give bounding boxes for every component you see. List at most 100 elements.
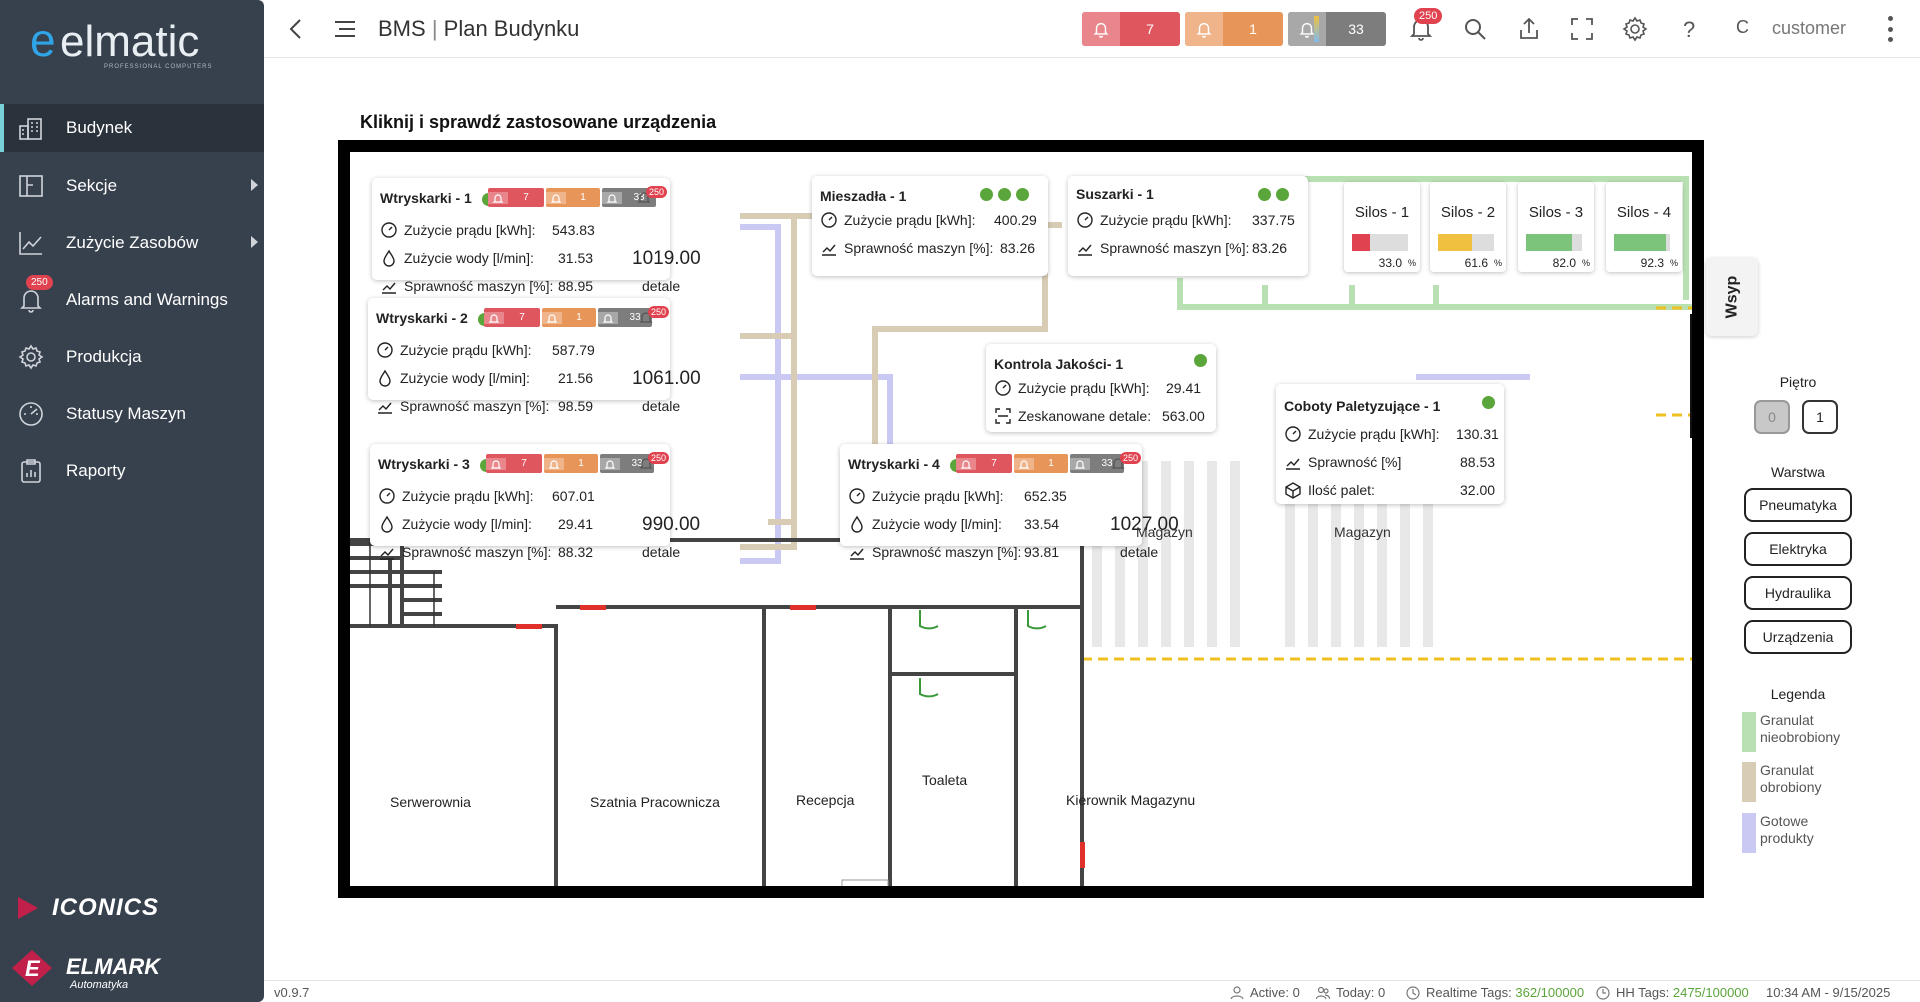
wtryskarki-3-card[interactable]: Wtryskarki - 3 7 1 33 250 Zużycie prądu … bbox=[370, 444, 700, 560]
details-link[interactable]: detale bbox=[642, 544, 681, 560]
kontrola-jakosci-card[interactable]: Kontrola Jakości- 1 Zużycie prądu [kWh]:… bbox=[986, 344, 1216, 432]
silo-level-bar bbox=[1352, 234, 1408, 251]
layer-elektryka-button[interactable]: Elektryka bbox=[1744, 532, 1852, 566]
warning-mini[interactable]: 1 bbox=[544, 454, 598, 473]
floor-1-button[interactable]: 1 bbox=[1802, 400, 1838, 434]
today-users: Today: 0 bbox=[1316, 985, 1385, 1000]
sidebar-item-label: Sekcje bbox=[66, 176, 118, 195]
sidebar: e elmatic PROFESSIONAL COMPUTERS Budynek… bbox=[0, 0, 264, 1002]
power-icon bbox=[380, 221, 398, 239]
version-label: v0.9.7 bbox=[274, 985, 310, 1000]
info-mini[interactable]: 33 bbox=[598, 308, 652, 327]
wtryskarki-2-card[interactable]: Wtryskarki - 2 7 1 33 250 Zużycie prądu … bbox=[368, 298, 701, 414]
efficiency-value: 88.95 bbox=[558, 278, 594, 294]
status-dot bbox=[1258, 188, 1271, 201]
clock-icon bbox=[1406, 985, 1420, 1000]
plan-title: Kliknij i sprawdź zastosowane urządzenia bbox=[360, 112, 717, 132]
legend-item: Granulat nieobrobiony bbox=[1742, 712, 1856, 752]
room-recepcja[interactable]: Recepcja bbox=[796, 792, 855, 808]
silos-4[interactable]: Silos - 4 92.3% bbox=[1606, 182, 1682, 272]
water-value: 21.56 bbox=[558, 370, 594, 386]
status-dot bbox=[1276, 188, 1289, 201]
status-footer: v0.9.7 Active: 0 Today: 0 Realtime Tags:… bbox=[264, 980, 1920, 1002]
back-button[interactable] bbox=[282, 14, 312, 44]
gate bbox=[1690, 314, 1692, 438]
wtryskarki-1-card[interactable]: Wtryskarki - 1 7 1 33 250 Zużycie prądu … bbox=[372, 178, 701, 294]
users-icon bbox=[1316, 986, 1330, 999]
critical-alarm-pill[interactable]: 7 bbox=[1082, 12, 1180, 46]
layer-hydraulika-button[interactable]: Hydraulika bbox=[1744, 576, 1852, 610]
building-icon bbox=[16, 113, 46, 143]
silos-2[interactable]: Silos - 2 61.6% bbox=[1430, 182, 1506, 272]
layer-pneumatyka-button[interactable]: Pneumatyka bbox=[1744, 488, 1852, 522]
user-avatar[interactable]: C bbox=[1736, 17, 1749, 37]
share-button[interactable] bbox=[1514, 14, 1544, 44]
warning-alarm-pill[interactable]: 1 bbox=[1185, 12, 1283, 46]
critical-mini[interactable]: 7 bbox=[486, 454, 542, 473]
warehouse-racks bbox=[1092, 461, 1433, 647]
details-link[interactable]: detale bbox=[642, 398, 681, 414]
sidebar-item-zuzycie[interactable]: Zużycie Zasobów bbox=[0, 219, 264, 267]
power-value: 543.83 bbox=[552, 222, 595, 238]
critical-mini[interactable]: 7 bbox=[488, 188, 544, 207]
search-button[interactable] bbox=[1460, 14, 1490, 44]
svg-text:PROFESSIONAL COMPUTERS: PROFESSIONAL COMPUTERS bbox=[104, 64, 212, 70]
layer-urzadzenia-button[interactable]: Urządzenia bbox=[1744, 620, 1852, 654]
room-szatnia[interactable]: Szatnia Pracownicza bbox=[590, 794, 720, 810]
chevron-right-icon bbox=[251, 179, 258, 191]
floor-0-button[interactable]: 0 bbox=[1754, 400, 1790, 434]
efficiency-icon bbox=[378, 543, 396, 561]
sidebar-item-sekcje[interactable]: Sekcje bbox=[0, 162, 264, 210]
warning-mini[interactable]: 1 bbox=[546, 188, 600, 207]
fullscreen-button[interactable] bbox=[1567, 14, 1597, 44]
building-plan: Wtryskarki - 1 7 1 33 250 Zużycie prądu … bbox=[338, 140, 1704, 898]
svg-text:Automatyka: Automatyka bbox=[69, 979, 128, 991]
history-icon bbox=[1596, 985, 1610, 1000]
sidebar-item-raporty[interactable]: Raporty bbox=[0, 447, 264, 495]
critical-mini[interactable]: 7 bbox=[956, 454, 1012, 473]
warning-mini[interactable]: 1 bbox=[1014, 454, 1068, 473]
status-dot bbox=[998, 188, 1011, 201]
bell-icon bbox=[1082, 12, 1120, 46]
details-link[interactable]: detale bbox=[1120, 544, 1159, 560]
efficiency-value: 83.26 bbox=[1000, 240, 1036, 256]
settings-button[interactable] bbox=[1620, 14, 1650, 44]
top-header: BMS | Plan Budynku 7 1 33 250 ? C custom… bbox=[264, 0, 1920, 58]
total-value: 1061.00 bbox=[632, 368, 701, 389]
elmark-logo: E ELMARK Automatyka bbox=[8, 944, 208, 994]
silos-1[interactable]: Silos - 1 33.0% bbox=[1344, 182, 1420, 272]
efficiency-value: 83.26 bbox=[1252, 240, 1288, 256]
user-name[interactable]: customer bbox=[1772, 18, 1847, 38]
total-value: 1027.00 bbox=[1110, 514, 1179, 535]
details-link[interactable]: detale bbox=[642, 278, 681, 294]
wtryskarki-4-card[interactable]: Wtryskarki - 4 7 1 33 250 Zużycie prądu … bbox=[840, 444, 1179, 560]
room-toaleta[interactable]: Toaleta bbox=[922, 772, 968, 788]
more-options-button[interactable] bbox=[1884, 16, 1896, 42]
warning-mini[interactable]: 1 bbox=[542, 308, 596, 327]
efficiency-value: 88.53 bbox=[1460, 454, 1496, 470]
info-mini[interactable]: 33 bbox=[1070, 454, 1124, 473]
sidebar-item-statusy[interactable]: Statusy Maszyn bbox=[0, 390, 264, 438]
wsyp-button[interactable]: Wsyp bbox=[1706, 258, 1758, 336]
elmatic-logo[interactable]: e elmatic PROFESSIONAL COMPUTERS bbox=[30, 14, 236, 72]
card-title: Mieszadła - 1 bbox=[820, 188, 907, 204]
info-alarm-pill[interactable]: 33 bbox=[1288, 12, 1386, 46]
room-serwerownia[interactable]: Serwerownia bbox=[390, 794, 471, 810]
floor-label: Piętro bbox=[1779, 374, 1817, 390]
suszarki-card[interactable]: Suszarki - 1 Zużycie prądu [kWh]: 337.75… bbox=[1068, 176, 1308, 276]
critical-mini[interactable]: 7 bbox=[484, 308, 540, 327]
power-icon bbox=[376, 341, 394, 359]
efficiency-icon bbox=[380, 277, 398, 295]
menu-toggle-button[interactable] bbox=[330, 14, 360, 44]
sidebar-item-produkcja[interactable]: Produkcja bbox=[0, 333, 264, 381]
help-button[interactable]: ? bbox=[1674, 14, 1704, 44]
bell-icon bbox=[1288, 12, 1326, 46]
coboty-card[interactable]: Coboty Paletyzujące - 1 Zużycie prądu [k… bbox=[1276, 384, 1504, 504]
water-icon bbox=[376, 369, 394, 387]
sidebar-item-budynek[interactable]: Budynek bbox=[0, 104, 264, 152]
room-kierownik[interactable]: Kierownik Magazynu bbox=[1066, 792, 1196, 808]
mieszadla-card[interactable]: Mieszadła - 1 Zużycie prądu [kWh]: 400.2… bbox=[812, 176, 1048, 276]
card-title: Suszarki - 1 bbox=[1076, 186, 1154, 202]
silos-3[interactable]: Silos - 3 82.0% bbox=[1518, 182, 1594, 272]
sidebar-item-alarms[interactable]: 250 Alarms and Warnings bbox=[0, 275, 264, 324]
